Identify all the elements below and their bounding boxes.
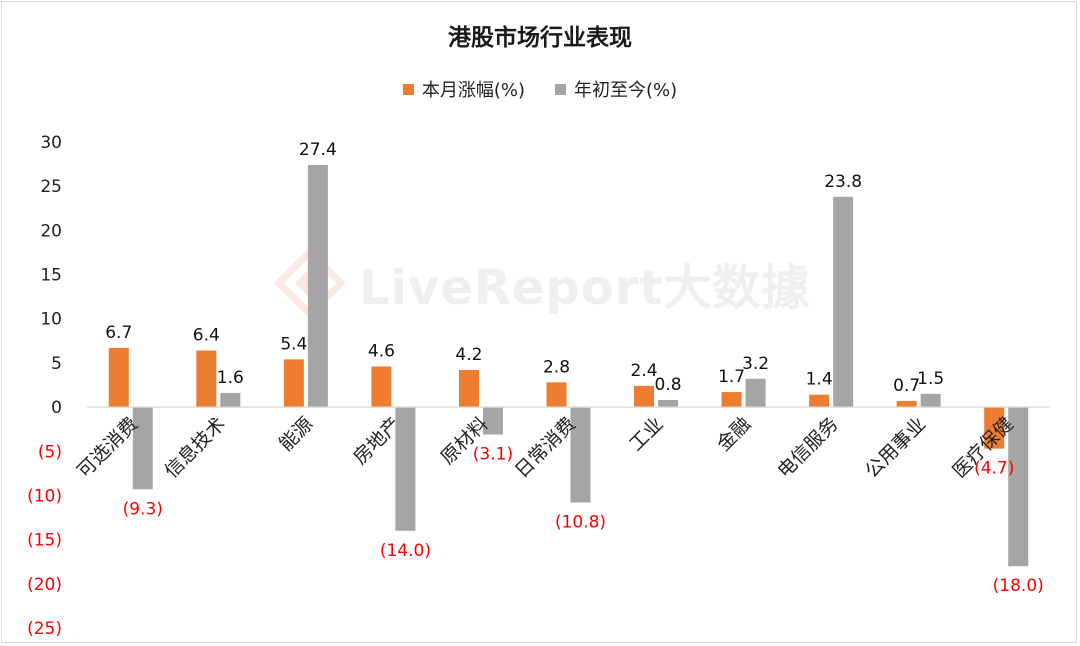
y-tick-label: (25) <box>27 619 62 639</box>
bar-monthly <box>984 407 1005 449</box>
data-label-monthly: 0.7 <box>893 376 920 396</box>
y-tick-label: 20 <box>40 221 62 241</box>
x-category-label: 公用事业 <box>861 413 930 482</box>
data-label-ytd: 0.8 <box>655 375 682 395</box>
bar-monthly <box>809 394 830 408</box>
bar-ytd <box>395 407 416 531</box>
bar-monthly <box>458 369 479 408</box>
data-label-ytd: 1.5 <box>917 369 944 389</box>
bar-ytd <box>570 407 591 503</box>
bar-monthly <box>896 400 917 408</box>
legend-swatch-ytd <box>555 83 566 95</box>
y-tick-label: (20) <box>27 575 62 595</box>
x-category-label: 能源 <box>275 413 317 455</box>
legend-swatch-monthly <box>402 83 414 95</box>
data-label-monthly: 4.6 <box>368 341 395 361</box>
chart-title: 港股市场行业表现 <box>448 25 632 51</box>
data-label-ytd: 23.8 <box>824 172 862 192</box>
bar-ytd <box>132 407 153 490</box>
y-tick-label: 15 <box>40 266 62 286</box>
bar-monthly <box>721 392 742 408</box>
bar-monthly <box>108 347 129 408</box>
bar-monthly <box>196 350 217 408</box>
data-label-ytd: (10.8) <box>555 513 606 533</box>
data-label-monthly: 4.2 <box>455 345 482 365</box>
x-category-label: 金融 <box>713 413 755 455</box>
data-label-monthly: 6.7 <box>105 323 132 343</box>
data-label-monthly: 2.8 <box>543 357 570 377</box>
y-tick-label: (10) <box>27 486 62 506</box>
data-label-ytd: (3.1) <box>473 444 513 464</box>
y-tick-label: 25 <box>40 177 62 197</box>
x-category-label: 日常消费 <box>511 413 580 482</box>
chart-legend: 本月涨幅(%) 年初至今(%) <box>0 76 1080 102</box>
legend-label-ytd: 年初至今(%) <box>574 80 678 101</box>
data-label-monthly: 6.4 <box>193 326 220 346</box>
data-label-ytd: (9.3) <box>123 499 163 519</box>
legend-item-ytd: 年初至今(%) <box>555 76 677 102</box>
data-label-ytd: 1.6 <box>217 368 244 388</box>
bar-ytd <box>745 378 766 408</box>
y-tick-label: 10 <box>40 310 62 330</box>
bar-monthly <box>371 366 392 408</box>
bar-ytd <box>220 392 241 408</box>
data-label-monthly: 1.7 <box>718 367 745 387</box>
data-label-ytd: (14.0) <box>380 541 431 561</box>
y-tick-label: 5 <box>51 354 62 374</box>
bar-ytd <box>307 164 328 408</box>
legend-label-monthly: 本月涨幅(%) <box>421 80 525 101</box>
bar-ytd <box>658 400 679 408</box>
y-tick-label: (15) <box>27 531 62 551</box>
y-tick-label: 30 <box>40 133 62 153</box>
y-tick-label: 0 <box>51 398 62 418</box>
bar-ytd <box>1008 407 1029 567</box>
bar-monthly <box>634 385 655 408</box>
x-category-label: 信息技术 <box>161 413 230 482</box>
bar-monthly <box>546 382 567 408</box>
data-label-ytd: 3.2 <box>742 354 769 374</box>
bar-ytd <box>833 196 854 408</box>
data-label-monthly: 5.4 <box>280 334 307 354</box>
bar-ytd <box>482 407 503 435</box>
legend-item-monthly: 本月涨幅(%) <box>402 76 525 102</box>
bar-monthly <box>283 359 304 408</box>
data-label-monthly: 2.4 <box>631 361 658 381</box>
x-category-label: 电信服务 <box>773 413 842 482</box>
data-label-ytd: 27.4 <box>299 140 337 160</box>
bar-ytd <box>920 393 941 408</box>
data-label-monthly: (4.7) <box>974 459 1014 479</box>
x-category-label: 工业 <box>625 413 667 455</box>
y-tick-label: (5) <box>38 442 62 462</box>
data-label-ytd: (18.0) <box>993 576 1044 596</box>
data-label-monthly: 1.4 <box>806 370 833 390</box>
x-category-label: 可选消费 <box>73 413 142 482</box>
